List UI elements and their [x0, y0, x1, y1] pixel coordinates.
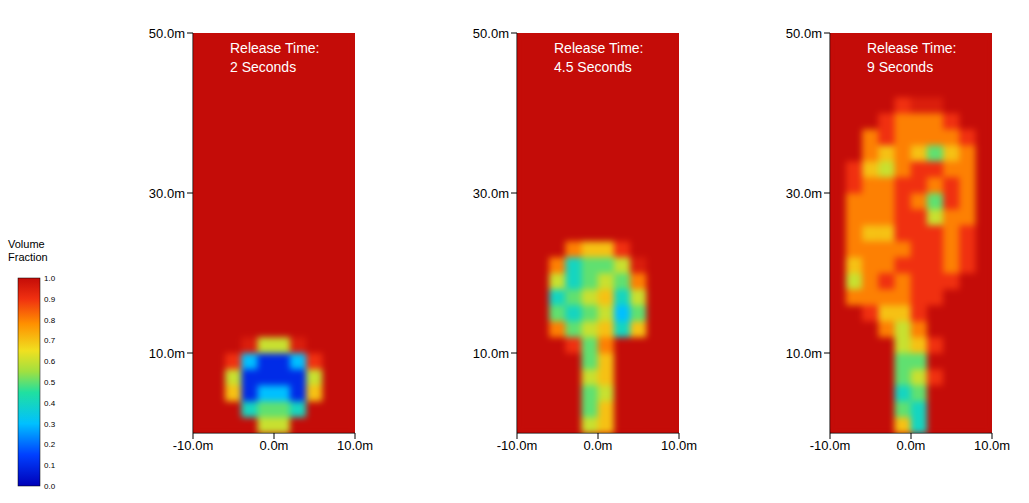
svg-text:Volume: Volume	[8, 238, 45, 250]
svg-text:0.1: 0.1	[44, 461, 56, 470]
html-text:2 Seconds: 2 Seconds	[230, 59, 297, 75]
svg-text:10.0m: 10.0m	[149, 346, 185, 361]
svg-text:10.0m: 10.0m	[661, 438, 697, 453]
svg-text:-10.0m: -10.0m	[173, 438, 213, 453]
svg-text:30.0m: 30.0m	[786, 186, 822, 201]
svg-text:0.8: 0.8	[44, 316, 56, 325]
svg-text:10.0m: 10.0m	[974, 438, 1010, 453]
html-text:9 Seconds: 9 Seconds	[867, 59, 934, 75]
svg-text:0.0: 0.0	[44, 482, 56, 491]
svg-text:10.0m: 10.0m	[473, 346, 509, 361]
html-text:Release Time:: Release Time:	[554, 40, 644, 56]
svg-text:1.0: 1.0	[44, 274, 56, 283]
svg-text:Fraction: Fraction	[8, 251, 48, 263]
svg-text:-10.0m: -10.0m	[810, 438, 850, 453]
html-text:4.5 Seconds: 4.5 Seconds	[554, 59, 632, 75]
svg-text:50.0m: 50.0m	[786, 26, 822, 41]
svg-text:0.2: 0.2	[44, 440, 56, 449]
svg-text:30.0m: 30.0m	[149, 186, 185, 201]
svg-text:0.0m: 0.0m	[897, 438, 926, 453]
svg-text:50.0m: 50.0m	[473, 26, 509, 41]
svg-text:0.3: 0.3	[44, 420, 56, 429]
svg-text:0.7: 0.7	[44, 336, 56, 345]
svg-text:-10.0m: -10.0m	[497, 438, 537, 453]
svg-text:10.0m: 10.0m	[786, 346, 822, 361]
svg-text:0.5: 0.5	[44, 378, 56, 387]
svg-text:0.0m: 0.0m	[584, 438, 613, 453]
svg-text:30.0m: 30.0m	[473, 186, 509, 201]
svg-text:10.0m: 10.0m	[337, 438, 373, 453]
svg-text:0.9: 0.9	[44, 295, 56, 304]
html-text:Release Time:: Release Time:	[867, 40, 957, 56]
svg-text:0.6: 0.6	[44, 357, 56, 366]
svg-text:0.0m: 0.0m	[260, 438, 289, 453]
svg-text:0.4: 0.4	[44, 399, 56, 408]
html-text:Release Time:: Release Time:	[230, 40, 320, 56]
svg-text:50.0m: 50.0m	[149, 26, 185, 41]
